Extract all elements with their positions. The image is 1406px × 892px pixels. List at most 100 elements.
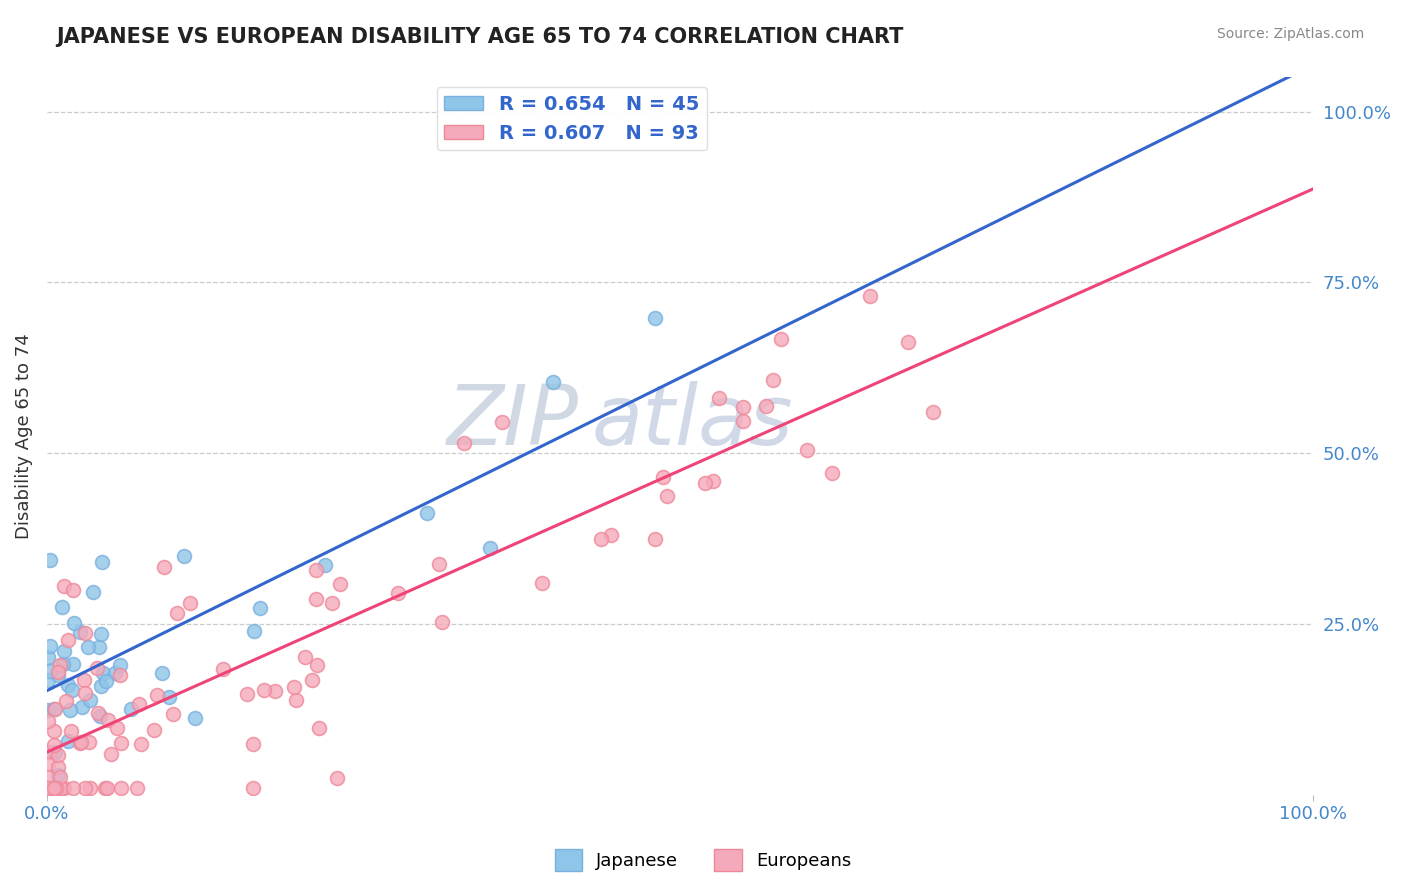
Point [859, 289, 882, 303]
Point [283, 680, 305, 694]
Point [242, 781, 264, 796]
Point [94, 781, 117, 796]
Point [897, 334, 920, 349]
Point [52, 643, 75, 657]
Point [321, 596, 343, 610]
Point [212, 662, 235, 676]
Point [79, 693, 101, 707]
Point [655, 489, 678, 503]
Point [77, 735, 100, 749]
Point [56, 632, 79, 647]
Point [52, 657, 75, 671]
Point [44, 701, 66, 715]
Point [96, 781, 118, 796]
Point [329, 577, 352, 591]
Point [755, 399, 778, 413]
Point [75, 625, 97, 640]
Point [922, 405, 945, 419]
Point [301, 673, 323, 687]
Point [62, 615, 84, 630]
Point [143, 723, 166, 737]
Legend: R = 0.654   N = 45, R = 0.607   N = 93: R = 0.654 N = 45, R = 0.607 N = 93 [436, 87, 707, 151]
Point [52, 781, 75, 796]
Point [235, 687, 257, 701]
Point [37, 781, 59, 796]
Point [39, 639, 62, 653]
Point [39, 664, 62, 678]
Point [46, 665, 69, 679]
Point [284, 692, 307, 706]
Point [591, 532, 613, 546]
Text: Source: ZipAtlas.com: Source: ZipAtlas.com [1216, 27, 1364, 41]
Point [253, 683, 276, 698]
Point [326, 771, 349, 785]
Point [59, 703, 82, 717]
Point [49, 770, 72, 784]
Point [427, 558, 450, 572]
Point [46, 668, 69, 682]
Point [652, 470, 675, 484]
Point [42, 781, 65, 796]
Point [184, 711, 207, 725]
Point [39, 553, 62, 567]
Point [44, 702, 66, 716]
Point [70, 734, 93, 748]
Point [305, 591, 328, 606]
Point [56, 678, 79, 692]
Point [75, 781, 97, 796]
Point [44, 738, 66, 752]
Point [96, 673, 118, 688]
Point [62, 683, 84, 698]
Point [432, 615, 454, 629]
Point [104, 665, 127, 680]
Point [60, 723, 83, 738]
Point [179, 596, 201, 610]
Point [762, 373, 785, 387]
Point [46, 767, 69, 781]
Point [70, 699, 93, 714]
Point [127, 781, 149, 796]
Point [62, 582, 84, 597]
Point [110, 668, 132, 682]
Point [796, 442, 818, 457]
Point [62, 781, 84, 796]
Point [37, 757, 59, 772]
Point [86, 661, 108, 675]
Point [157, 690, 180, 704]
Point [73, 673, 96, 687]
Point [491, 415, 513, 429]
Point [315, 558, 337, 572]
Point [153, 560, 176, 574]
Point [91, 665, 114, 680]
Point [89, 709, 111, 723]
Point [644, 310, 666, 325]
Point [82, 584, 104, 599]
Point [49, 781, 72, 796]
Point [387, 586, 409, 600]
Point [62, 657, 84, 671]
Point [58, 734, 80, 748]
Point [129, 737, 152, 751]
Point [46, 760, 69, 774]
Point [600, 527, 623, 541]
Point [89, 627, 111, 641]
Point [242, 737, 264, 751]
Text: atlas: atlas [592, 382, 793, 462]
Point [644, 532, 666, 546]
Point [45, 781, 67, 796]
Point [173, 549, 195, 564]
Point [37, 650, 59, 665]
Point [37, 673, 59, 687]
Point [294, 649, 316, 664]
Point [73, 686, 96, 700]
Point [110, 736, 132, 750]
Point [108, 657, 131, 672]
Point [37, 714, 59, 729]
Point [307, 658, 329, 673]
Point [707, 392, 730, 406]
Point [733, 413, 755, 427]
Y-axis label: Disability Age 65 to 74: Disability Age 65 to 74 [15, 334, 32, 539]
Point [249, 600, 271, 615]
Point [48, 658, 70, 673]
Point [243, 624, 266, 639]
